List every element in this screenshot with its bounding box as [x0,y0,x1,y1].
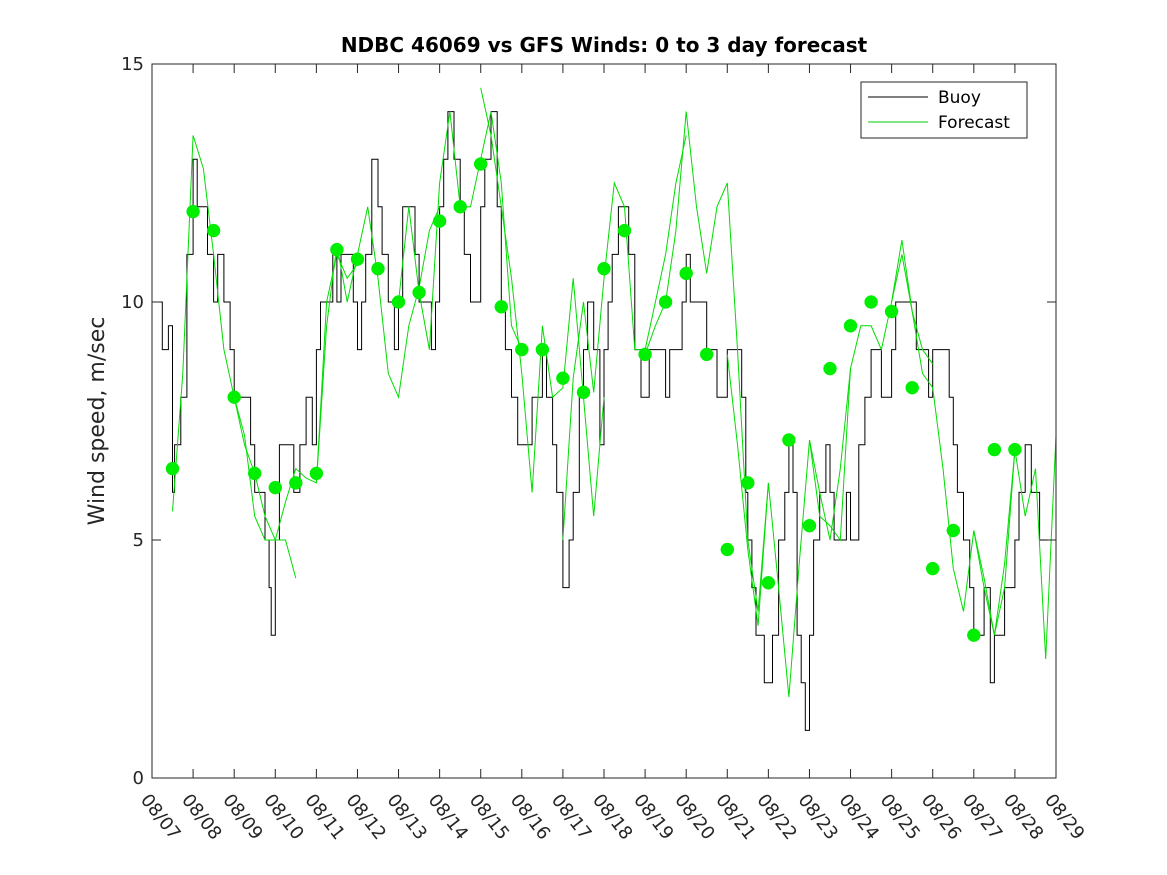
forecast-marker [247,466,262,481]
forecast-marker [802,518,817,533]
forecast-marker [1008,442,1022,457]
forecast-marker [371,261,385,276]
forecast-marker [823,361,837,376]
forecast-marker [699,347,714,362]
forecast-marker [268,480,283,495]
forecast-marker [453,200,467,214]
buoy-line [152,111,1052,731]
forecast-marker [350,252,365,266]
forecast-marker [884,304,899,319]
forecast-marker [186,204,200,219]
y-axis-label: Wind speed, m/sec [85,317,110,526]
forecast-marker [967,628,981,642]
y-tick-label: 15 [121,54,144,75]
y-tick-label: 5 [133,530,144,551]
legend: Buoy Forecast [860,81,1028,139]
forecast-marker [412,285,426,300]
forecast-marker [556,371,570,385]
forecast-marker [309,466,324,481]
buoy-series [152,111,1052,731]
forecast-marker [782,433,796,447]
y-tick-label: 0 [133,768,144,789]
forecast-marker [473,157,488,171]
forecast-marker [391,295,406,309]
forecast-marker [535,342,550,357]
legend-forecast-label: Forecast [938,113,1010,133]
forecast-run-line [562,135,687,541]
chart-title: NDBC 46069 vs GFS Winds: 0 to 3 day fore… [341,33,868,57]
forecast-marker [905,380,919,395]
forecast-marker [843,319,858,333]
forecast-marker [597,261,611,276]
forecast-marker [679,266,693,281]
forecast-marker [987,442,1002,457]
forecast-marker [658,295,673,309]
forecast-marker [515,342,529,357]
forecast-marker [946,523,961,538]
forecast-marker [617,223,632,238]
legend-box [860,81,1028,139]
forecast-marker [638,347,652,362]
forecast-marker [720,542,735,557]
forecast-marker [227,390,241,404]
forecast-marker [165,461,180,476]
forecast-marker [330,242,344,257]
forecast-marker [206,223,221,238]
forecast-marker [576,385,591,400]
forecast-marker [289,476,303,490]
forecast-markers [165,157,1022,642]
forecast-marker [761,576,776,590]
forecast-run-line [726,354,851,698]
legend-buoy-label: Buoy [938,88,981,108]
forecast-marker [494,300,509,314]
y-tick-label: 10 [121,292,144,313]
forecast-marker [432,214,447,228]
forecast-marker [864,295,878,309]
forecast-marker [925,561,940,576]
forecast-marker [741,476,755,490]
